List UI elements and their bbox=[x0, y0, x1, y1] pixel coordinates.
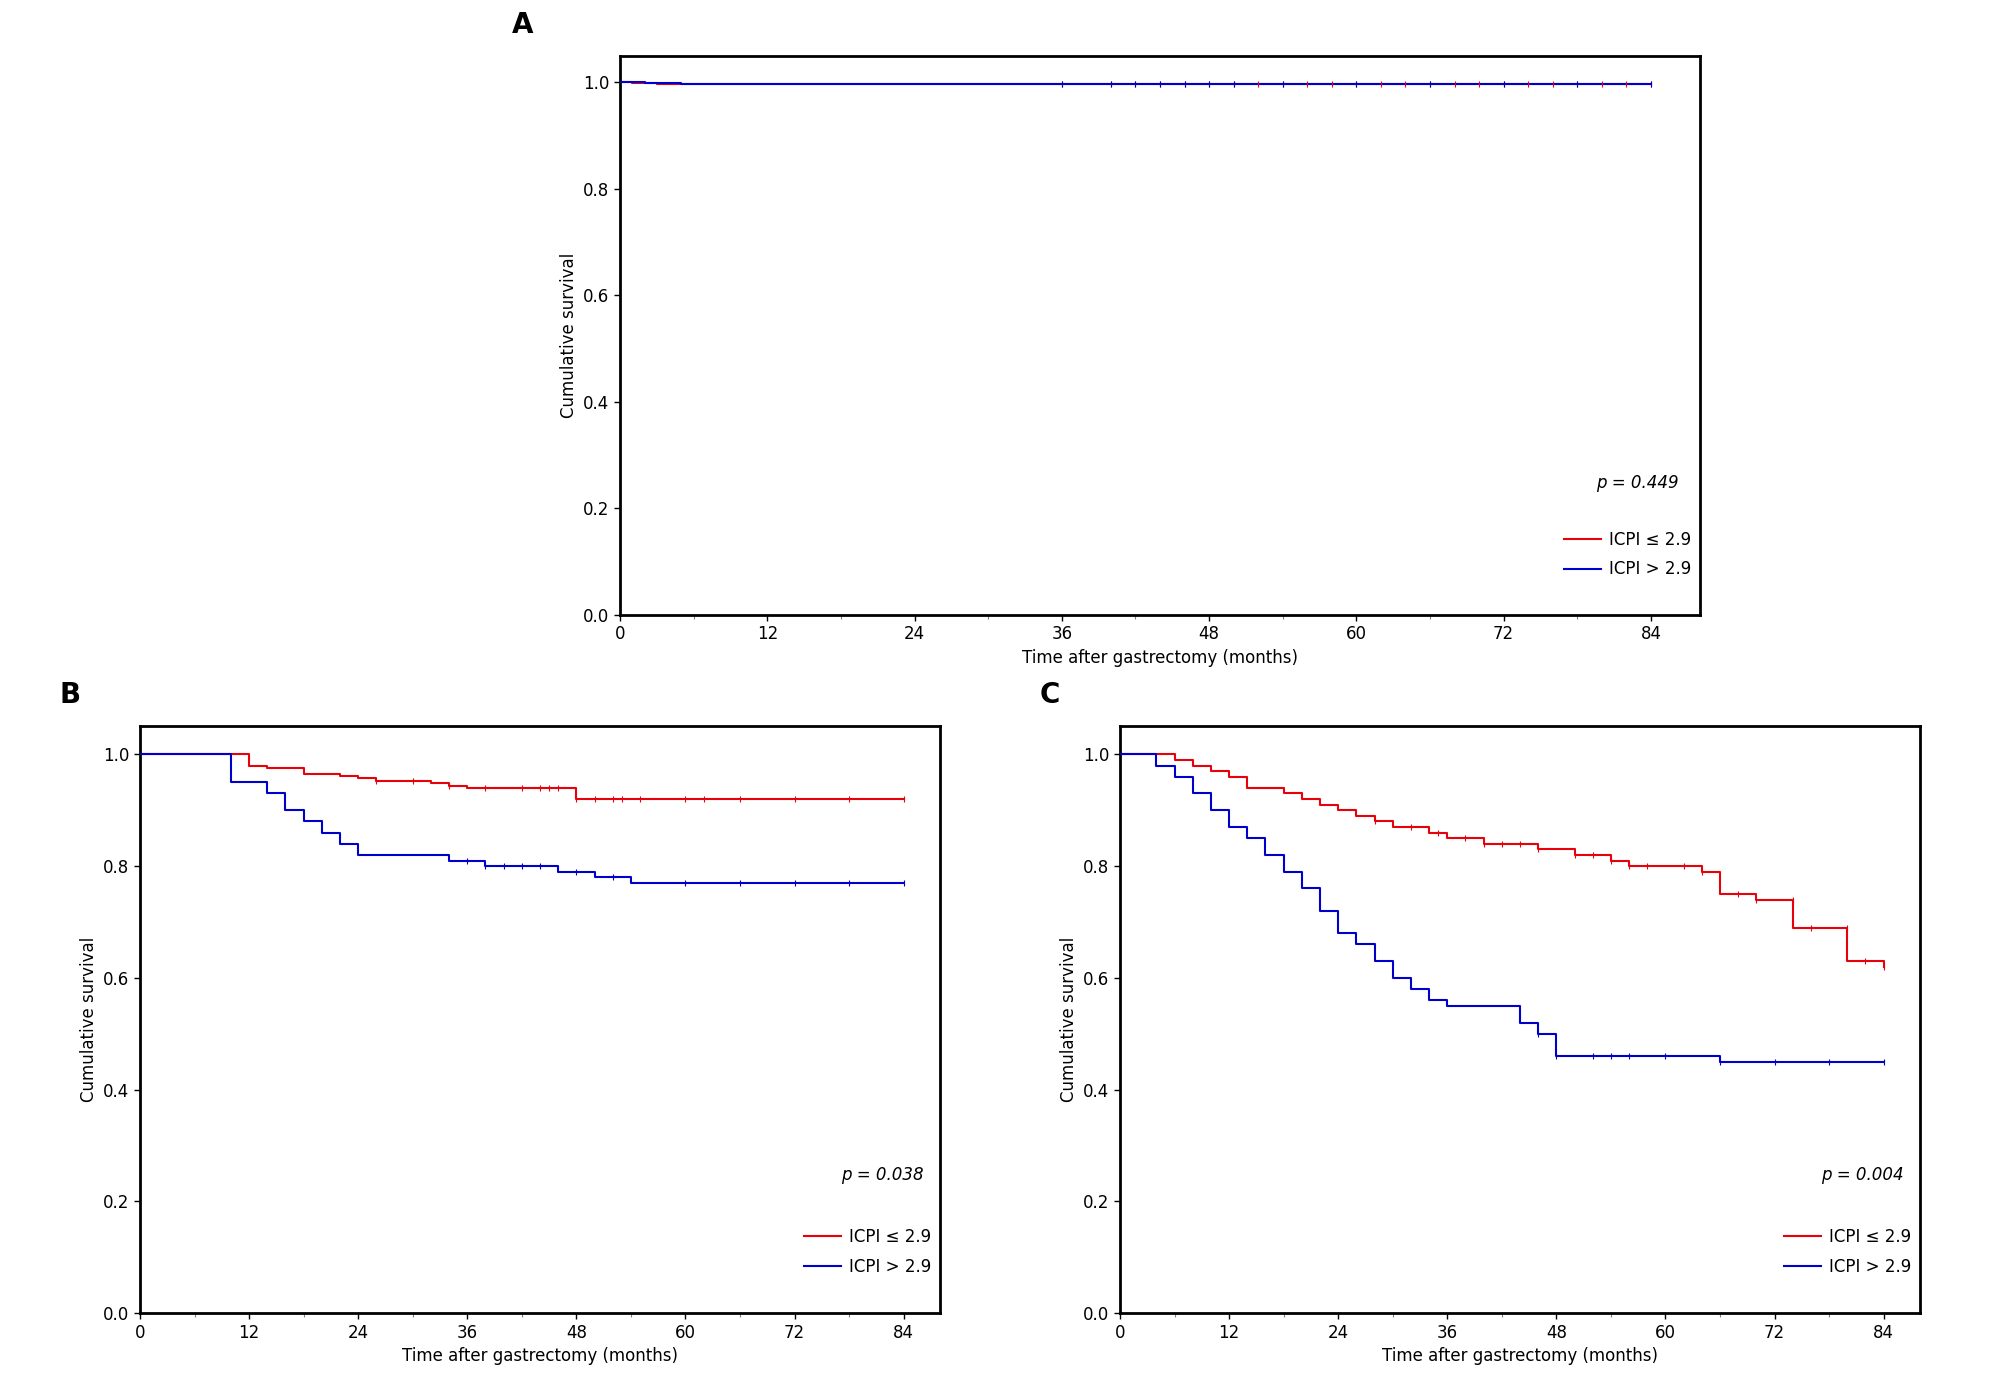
X-axis label: Time after gastrectomy (months): Time after gastrectomy (months) bbox=[402, 1347, 678, 1365]
Legend: ICPI ≤ 2.9, ICPI > 2.9: ICPI ≤ 2.9, ICPI > 2.9 bbox=[804, 1228, 932, 1275]
X-axis label: Time after gastrectomy (months): Time after gastrectomy (months) bbox=[1022, 648, 1298, 666]
Legend: ICPI ≤ 2.9, ICPI > 2.9: ICPI ≤ 2.9, ICPI > 2.9 bbox=[1784, 1228, 1912, 1275]
Text: A: A bbox=[512, 11, 534, 39]
Y-axis label: Cumulative survival: Cumulative survival bbox=[80, 937, 98, 1102]
Text: B: B bbox=[60, 680, 82, 708]
Y-axis label: Cumulative survival: Cumulative survival bbox=[560, 253, 578, 418]
Legend: ICPI ≤ 2.9, ICPI > 2.9: ICPI ≤ 2.9, ICPI > 2.9 bbox=[1564, 531, 1692, 578]
Text: p = 0.038: p = 0.038 bbox=[842, 1166, 924, 1185]
Text: p = 0.004: p = 0.004 bbox=[1822, 1166, 1904, 1185]
Y-axis label: Cumulative survival: Cumulative survival bbox=[1060, 937, 1078, 1102]
Text: p = 0.449: p = 0.449 bbox=[1596, 474, 1678, 492]
X-axis label: Time after gastrectomy (months): Time after gastrectomy (months) bbox=[1382, 1347, 1658, 1365]
Text: C: C bbox=[1040, 680, 1060, 708]
